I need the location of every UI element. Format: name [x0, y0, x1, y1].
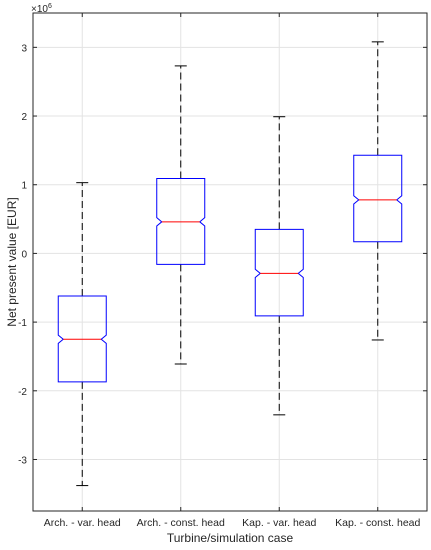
- grid-lines: [33, 13, 427, 511]
- notched-box: [156, 178, 206, 265]
- x-tick-label: Arch. - const. head: [137, 517, 225, 529]
- y-axis-label: Net present value [EUR]: [5, 197, 19, 326]
- x-tick-label: Kap. - const. head: [335, 517, 420, 529]
- box-group: [57, 182, 107, 487]
- notched-box: [254, 228, 304, 317]
- y-tick-label: -2: [18, 387, 27, 398]
- y-tick-label: 3: [21, 43, 27, 54]
- y-tick-label: -1: [18, 318, 27, 329]
- plot-area-frame: [32, 12, 428, 512]
- notched-box: [57, 295, 107, 383]
- x-tick-label: Arch. - var. head: [44, 517, 121, 529]
- y-tick-label: -3: [18, 455, 27, 466]
- box-group: [353, 41, 403, 341]
- y-tick-label: 2: [21, 112, 27, 123]
- y-axis-multiplier-base: ×10: [31, 4, 48, 15]
- box-series: [57, 41, 403, 487]
- y-tick-label: 1: [21, 181, 27, 192]
- y-axis-multiplier: ×106: [31, 3, 52, 15]
- y-axis-multiplier-exponent: 6: [48, 3, 52, 10]
- box-group: [254, 116, 304, 416]
- axis-ticks: -3 -2 -1 0 1 2 3 Arch. - var. head Arch. - const…: [18, 13, 427, 529]
- notched-box: [353, 154, 403, 243]
- box-group: [156, 65, 206, 365]
- x-tick-label: Kap. - var. head: [242, 517, 316, 529]
- y-tick-label: 0: [21, 249, 27, 260]
- x-axis-label: Turbine/simulation case: [167, 531, 294, 545]
